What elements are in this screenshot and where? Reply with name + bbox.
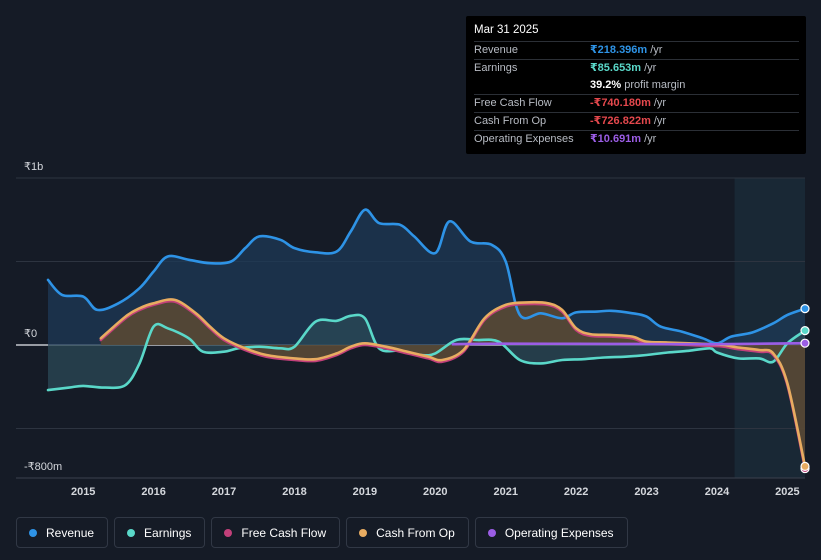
legend-item-revenue[interactable]: Revenue: [16, 517, 109, 548]
x-tick-label: 2015: [71, 486, 95, 498]
tooltip-row: Earnings ₹85.653m/yr: [474, 59, 799, 77]
legend-item-free-cash-flow[interactable]: Free Cash Flow: [211, 517, 341, 548]
tooltip-row-suffix: /yr: [644, 133, 657, 145]
x-tick-label: 2023: [634, 486, 658, 498]
revenue-line: [46, 208, 807, 345]
tooltip-row-value: -₹726.822m: [590, 115, 651, 127]
chart-legend: Revenue Earnings Free Cash Flow Cash From O…: [16, 517, 634, 548]
tooltip-date: Mar 31 2025: [474, 24, 539, 36]
legend-label: Earnings: [144, 525, 192, 540]
x-tick-label: 2020: [423, 486, 447, 498]
tooltip-panel: Mar 31 2025 Revenue ₹218.396m/yr Earnings ₹…: [466, 16, 806, 154]
x-tick-label: 2016: [141, 486, 165, 498]
tooltip-row-label: Free Cash Flow: [474, 97, 552, 109]
legend-label: Free Cash Flow: [241, 525, 327, 540]
legend-dot-icon: [487, 528, 496, 537]
cash-from-op-end-marker: [800, 461, 810, 472]
legend-label: Revenue: [46, 525, 95, 540]
x-tick-label: 2022: [564, 486, 588, 498]
tooltip-rows: Revenue ₹218.396m/yr Earnings ₹85.653m/yr 39…: [474, 41, 799, 148]
x-tick-label: 2017: [212, 486, 236, 498]
legend-item-cash-from-op[interactable]: Cash From Op: [346, 517, 469, 548]
tooltip-row: Free Cash Flow -₹740.180m/yr: [474, 94, 799, 112]
x-tick-label: 2019: [353, 486, 377, 498]
series-lines: [46, 208, 807, 470]
tooltip-row-label: Cash From Op: [474, 115, 547, 127]
legend-dot-icon: [29, 528, 37, 537]
tooltip-row: 39.2% profit margin: [474, 77, 799, 94]
legend-dot-icon: [224, 528, 233, 537]
operating-expenses-line: [451, 341, 807, 346]
cash-from-op-area: [100, 299, 806, 467]
y-tick-label: ₹1b: [24, 161, 43, 173]
y-tick-label: -₹800m: [24, 461, 62, 473]
revenue-end-marker: [800, 303, 810, 314]
tooltip-row-suffix: /yr: [653, 115, 667, 127]
x-tick-label: 2025: [775, 486, 799, 498]
tooltip-row-suffix: /yr: [650, 44, 663, 56]
x-axis-labels: 2015 2016 2017 2018 2019 2020 2021 2022 2023 2024…: [71, 486, 800, 498]
financials-chart: ₹1b ₹0 -₹800m 2015 2016 2017 2018 2019 2020 2021…: [16, 161, 810, 498]
tooltip-row-value: ₹10.691m: [590, 133, 642, 145]
legend-item-earnings[interactable]: Earnings: [114, 517, 206, 548]
tooltip-row: Operating Expenses ₹10.691m/yr: [474, 130, 799, 148]
tooltip-row-suffix: /yr: [653, 97, 667, 109]
x-tick-label: 2024: [705, 486, 730, 498]
tooltip-row-label: Operating Expenses: [474, 133, 574, 145]
tooltip-row-label: Earnings: [474, 62, 518, 74]
tooltip-row-value: -₹740.180m: [590, 97, 651, 109]
series-end-markers: [800, 303, 810, 474]
legend-label: Operating Expenses: [504, 525, 614, 540]
legend-dot-icon: [359, 528, 368, 537]
operating-expenses-end-marker: [800, 338, 810, 348]
tooltip-row: Revenue ₹218.396m/yr: [474, 41, 799, 59]
earnings-end-marker: [800, 326, 810, 336]
x-tick-label: 2021: [493, 486, 517, 498]
legend-item-operating-expenses[interactable]: Operating Expenses: [474, 517, 628, 548]
tooltip-row-suffix: /yr: [644, 62, 657, 74]
tooltip-row-value: 39.2%: [590, 79, 622, 91]
tooltip-row-label: [474, 77, 590, 94]
y-tick-label: ₹0: [24, 328, 37, 340]
legend-label: Cash From Op: [376, 525, 455, 540]
tooltip-row-suffix: profit margin: [624, 79, 686, 91]
y-axis-labels: ₹1b ₹0 -₹800m: [24, 161, 62, 473]
tooltip-row: Cash From Op -₹726.822m/yr: [474, 112, 799, 130]
legend-dot-icon: [127, 528, 136, 537]
tooltip-row-value: ₹85.653m: [590, 62, 642, 74]
tooltip-row-value: ₹218.396m: [590, 44, 648, 56]
tooltip-row-label: Revenue: [474, 44, 519, 56]
x-tick-label: 2018: [282, 486, 306, 498]
